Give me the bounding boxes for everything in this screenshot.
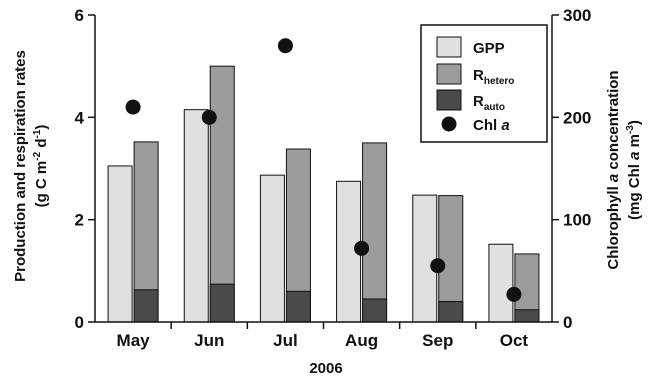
point-chl-sep [430, 258, 446, 274]
point-chl-oct [506, 286, 522, 302]
bar-rauto-oct [514, 309, 540, 323]
y-left-tick-label: 4 [75, 108, 85, 127]
point-chl-may [125, 99, 141, 115]
chl-points-layer [125, 38, 522, 302]
y-left-tick-label: 6 [75, 6, 84, 25]
bar-rauto-jul [285, 290, 311, 323]
y-right-tick-label: 0 [563, 313, 572, 332]
x-tick-label-jul: Jul [273, 331, 298, 350]
legend-swatch-gpp [436, 36, 462, 58]
x-tick-label-oct: Oct [500, 331, 529, 350]
bar-rhetero-jun [209, 65, 235, 323]
bar-rauto-may [133, 289, 159, 323]
legend-label-rhetero: Rhetero [473, 67, 514, 87]
legend-label-chl: Chl a [473, 117, 510, 134]
legend: GPP Rhetero Rauto Chl a [420, 24, 548, 143]
x-tick-label-aug: Aug [345, 331, 378, 350]
bar-gpp-oct [488, 243, 514, 323]
x-tick-label-may: May [117, 331, 151, 350]
y-axis-left-label-line2: (g C m-2 d-1) [32, 125, 50, 208]
bar-rauto-jun [209, 283, 235, 323]
legend-marker-chl [441, 116, 457, 132]
bar-gpp-jul [259, 174, 285, 323]
bar-gpp-sep [412, 194, 438, 323]
y-axis-left-label-line1: Production and respiration rates [12, 50, 29, 282]
bar-gpp-may [107, 165, 133, 323]
x-tick-label-sep: Sep [422, 331, 453, 350]
bar-rauto-sep [438, 301, 464, 323]
legend-label-rauto: Rauto [473, 93, 505, 113]
bar-rauto-aug [362, 298, 388, 323]
bars-layer [107, 65, 540, 323]
point-chl-jul [277, 38, 293, 54]
y-right-tick-label: 200 [563, 108, 591, 127]
point-chl-aug [354, 240, 370, 256]
legend-label-gpp: GPP [473, 40, 505, 57]
axes-layer: May Jun Jul Aug Sep Oct 0 2 4 6 0 100 200 300 [75, 6, 592, 350]
y-left-tick-label: 0 [75, 313, 84, 332]
legend-swatch-rauto [436, 89, 462, 111]
y-axis-right-label-line1: Chlorophyll a concentration [605, 70, 622, 269]
legend-swatch-rhetero [436, 63, 462, 85]
x-axis-label: 2006 [309, 360, 342, 377]
point-chl-jun [201, 109, 217, 125]
x-tick-label-jun: Jun [194, 331, 224, 350]
y-right-tick-label: 300 [563, 6, 591, 25]
bar-rhetero-aug [362, 142, 388, 323]
bar-gpp-jun [183, 109, 209, 323]
y-left-tick-label: 2 [75, 211, 84, 230]
y-right-tick-label: 100 [563, 211, 591, 230]
y-axis-right-label-line2: (mg Chl a m-3) [625, 120, 643, 220]
